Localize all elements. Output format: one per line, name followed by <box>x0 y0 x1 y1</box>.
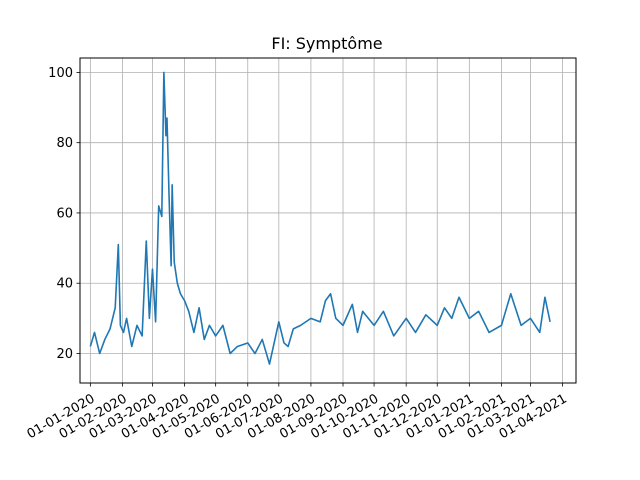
plot-frame <box>79 57 577 384</box>
x-axis: 01-01-202001-02-202001-03-202001-04-2020… <box>25 383 570 442</box>
y-tick-label: 100 <box>48 66 73 81</box>
series-line-0 <box>89 71 551 365</box>
y-tick-label: 20 <box>56 347 73 362</box>
chart-title: FI: Symptôme <box>271 34 382 53</box>
grid <box>80 58 576 383</box>
y-tick-label: 80 <box>56 136 73 151</box>
y-tick-label: 60 <box>56 206 73 221</box>
series-group <box>89 71 551 365</box>
y-axis: 20 40 60 80 100 <box>48 66 80 362</box>
y-tick-label: 40 <box>56 277 73 292</box>
